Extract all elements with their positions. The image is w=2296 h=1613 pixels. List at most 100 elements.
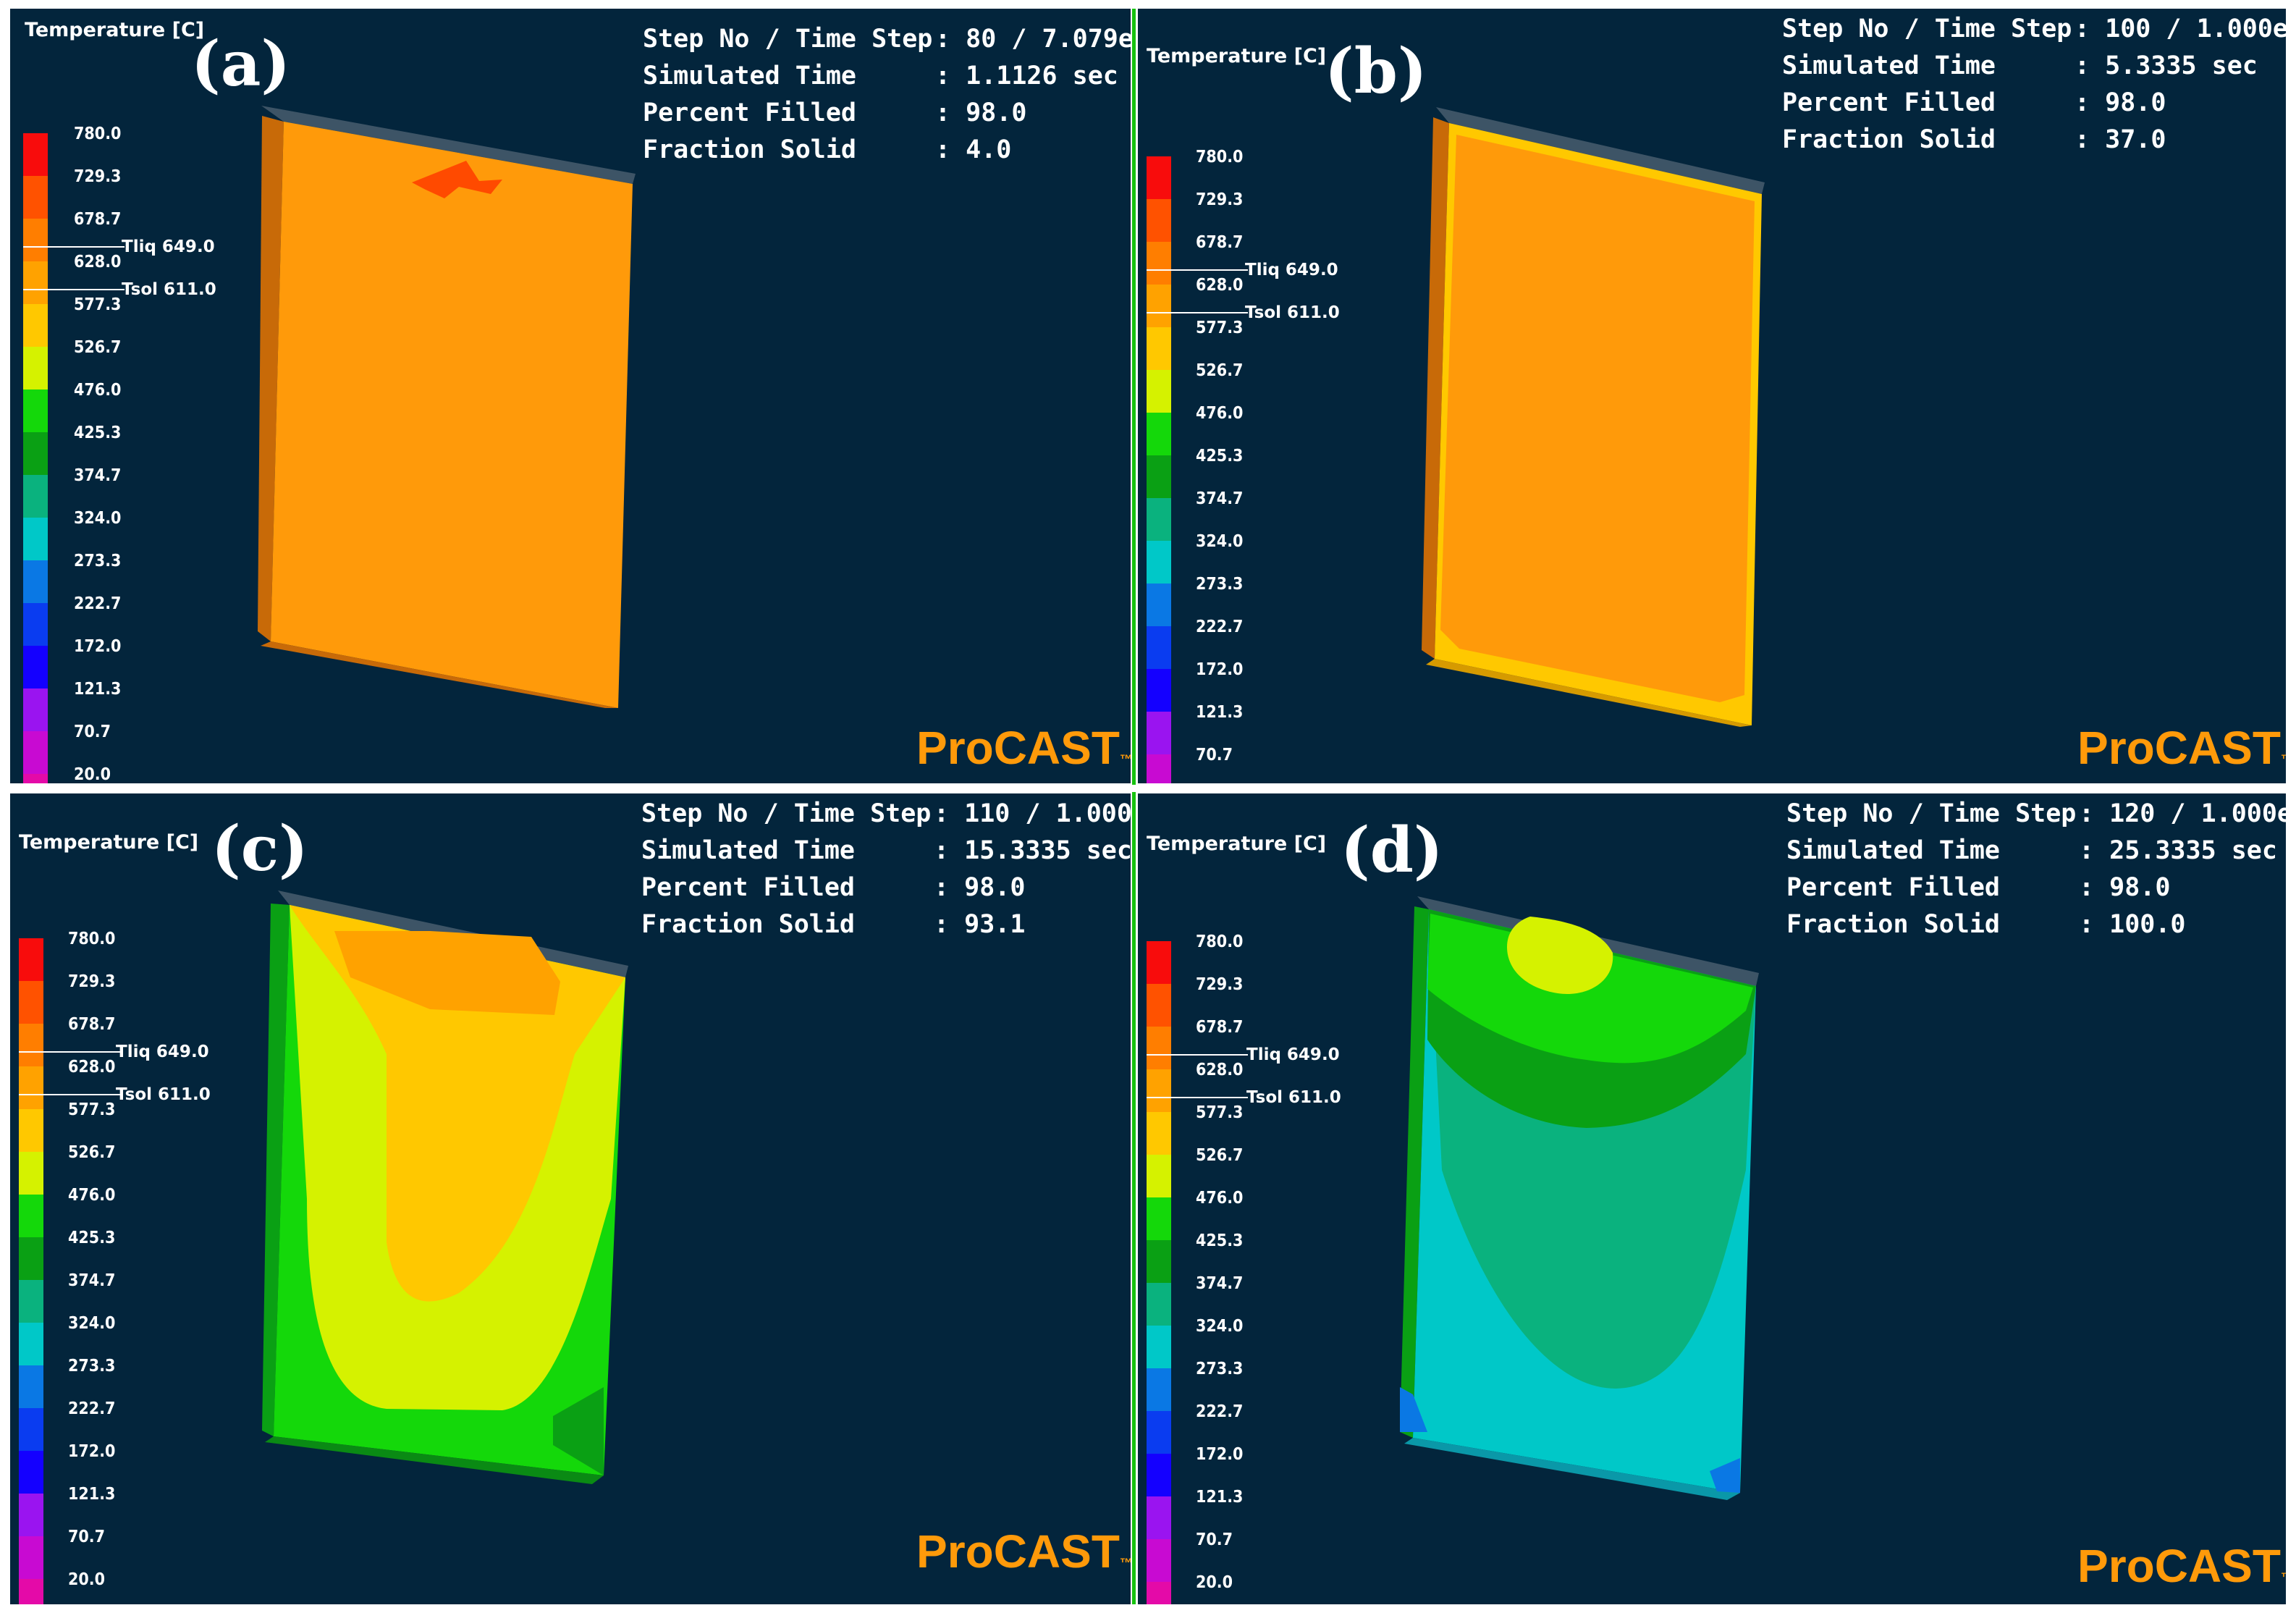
legend-tick-label: 273.3: [74, 552, 122, 570]
simulation-info: Step No / Time Step: 80 / 7.079e-02 Simu…: [643, 25, 1131, 172]
legend-color-swatch: [19, 1579, 43, 1604]
legend-tick-label: 678.7: [68, 1015, 116, 1034]
legend-color-swatch: [23, 176, 48, 219]
legend-tick-label: 425.3: [68, 1229, 116, 1247]
contour-526: [1507, 917, 1613, 994]
legend-tick-label: 678.7: [1196, 233, 1244, 252]
tsol-marker-label: Tsol 611.0: [1245, 303, 1340, 323]
legend-color-swatch: [19, 1536, 43, 1579]
legend-tick-label: 729.3: [1196, 975, 1244, 994]
time-label: Simulated Time: [641, 836, 856, 865]
casting-side-face: [262, 904, 290, 1436]
legend-color-swatch: [23, 731, 48, 774]
legend-color-swatch: [23, 688, 48, 731]
legend-color-swatch: [1147, 1027, 1171, 1069]
casting-bottom-edge: [265, 1436, 604, 1484]
legend-tick-label: 20.0: [74, 765, 111, 783]
panel-divider-vertical: [1132, 9, 1136, 1604]
corner-region: [553, 1387, 604, 1475]
simulation-info: Step No / Time Step: 100 / 1.000e+00 Sim…: [1782, 14, 2286, 162]
simulation-panel-d: Temperature [C] (d) Step No / Time Step:…: [1138, 793, 2286, 1604]
tliq-marker-line: [23, 246, 124, 248]
legend-title: Temperature [C]: [25, 19, 205, 41]
legend-tick-label: 526.7: [1196, 1146, 1244, 1165]
step-value: : 100 / 1.000e+00: [2075, 14, 2286, 43]
legend-tick-label: 374.7: [74, 466, 122, 485]
legend-tick-label: 476.0: [74, 381, 122, 400]
casting-core-region: [1440, 135, 1755, 702]
hot-spot-region: [412, 161, 502, 198]
casting-front-face: [271, 122, 633, 708]
tsol-marker-label: Tsol 611.0: [1246, 1088, 1341, 1108]
legend-tick-label: 121.3: [1196, 1488, 1244, 1507]
legend-tick-label: 476.0: [68, 1186, 116, 1205]
legend-tick-label: 577.3: [1196, 1103, 1244, 1122]
legend-tick-label: 172.0: [1196, 660, 1244, 679]
legend-color-swatch: [23, 304, 48, 347]
legend-color-swatch: [1147, 1411, 1171, 1454]
legend-tick-label: 374.7: [1196, 1274, 1244, 1293]
color-legend-bar: [1147, 156, 1171, 783]
legend-color-swatch: [23, 560, 48, 603]
legend-title: Temperature [C]: [1147, 833, 1327, 855]
casting-side-face: [1422, 117, 1449, 659]
filled-value: : 98.0: [2075, 88, 2166, 117]
casting-part-b: [1422, 107, 1765, 727]
legend-title: Temperature [C]: [19, 831, 199, 854]
legend-color-swatch: [1147, 370, 1171, 413]
legend-color-swatch: [19, 1365, 43, 1408]
casting-bottom-edge: [1404, 1438, 1740, 1500]
tliq-marker-line: [1147, 1054, 1248, 1056]
legend-color-swatch: [1147, 1368, 1171, 1411]
legend-color-swatch: [19, 1323, 43, 1365]
legend-color-swatch: [1147, 1539, 1171, 1582]
legend-tick-label: 678.7: [1196, 1018, 1244, 1037]
legend-tick-label: 577.3: [68, 1100, 116, 1119]
solid-label: Fraction Solid: [641, 910, 856, 939]
legend-tick-label: 374.7: [1196, 489, 1244, 508]
filled-label: Percent Filled: [1786, 873, 2001, 902]
legend-tick-label: 121.3: [68, 1485, 116, 1504]
time-label: Simulated Time: [643, 62, 857, 90]
tsol-marker-line: [1147, 312, 1248, 314]
legend-color-swatch: [1147, 1240, 1171, 1283]
legend-tick-label: 324.0: [1196, 532, 1244, 551]
time-value: : 15.3335 sec: [934, 836, 1131, 865]
legend-color-swatch: [1147, 327, 1171, 370]
legend-color-swatch: [1147, 754, 1171, 783]
legend-color-swatch: [1147, 584, 1171, 626]
step-label: Step No / Time Step: [1786, 799, 2077, 828]
tliq-marker-label: Tliq 649.0: [1245, 261, 1338, 280]
legend-tick-label: 70.7: [1196, 1530, 1233, 1549]
legend-color-swatch: [23, 518, 48, 560]
legend-color-swatch: [19, 1408, 43, 1451]
legend-color-swatch: [1147, 1112, 1171, 1155]
legend-tick-label: 70.7: [1196, 746, 1233, 765]
solid-label: Fraction Solid: [1786, 910, 2001, 939]
casting-top-face: [1436, 107, 1765, 194]
tsol-marker-label: Tsol 611.0: [122, 280, 216, 300]
legend-color-swatch: [1147, 626, 1171, 669]
panel-label: (b): [1325, 35, 1427, 108]
legend-color-swatch: [1147, 669, 1171, 712]
legend-tick-label: 273.3: [1196, 575, 1244, 594]
legend-tick-label: 780.0: [1196, 932, 1244, 951]
legend-color-swatch: [1147, 1326, 1171, 1368]
legend-tick-label: 577.3: [74, 295, 122, 314]
legend-tick-label: 425.3: [74, 424, 122, 442]
legend-color-swatch: [19, 1494, 43, 1536]
legend-tick-label: 172.0: [74, 637, 122, 656]
tliq-marker-label: Tliq 649.0: [116, 1043, 209, 1062]
legend-tick-label: 70.7: [68, 1528, 106, 1546]
legend-color-swatch: [19, 1066, 43, 1109]
legend-color-swatch: [19, 938, 43, 981]
legend-tick-label: 374.7: [68, 1271, 116, 1290]
panel-divider-horizontal: [10, 785, 2286, 792]
time-value: : 1.1126 sec: [935, 62, 1118, 90]
step-value: : 120 / 1.000e+00: [2079, 799, 2286, 828]
legend-tick-label: 324.0: [1196, 1317, 1244, 1336]
legend-tick-label: 222.7: [1196, 618, 1244, 636]
legend-tick-label: 20.0: [68, 1570, 106, 1589]
legend-color-swatch: [23, 432, 48, 475]
legend-tick-label: 780.0: [1196, 148, 1244, 167]
